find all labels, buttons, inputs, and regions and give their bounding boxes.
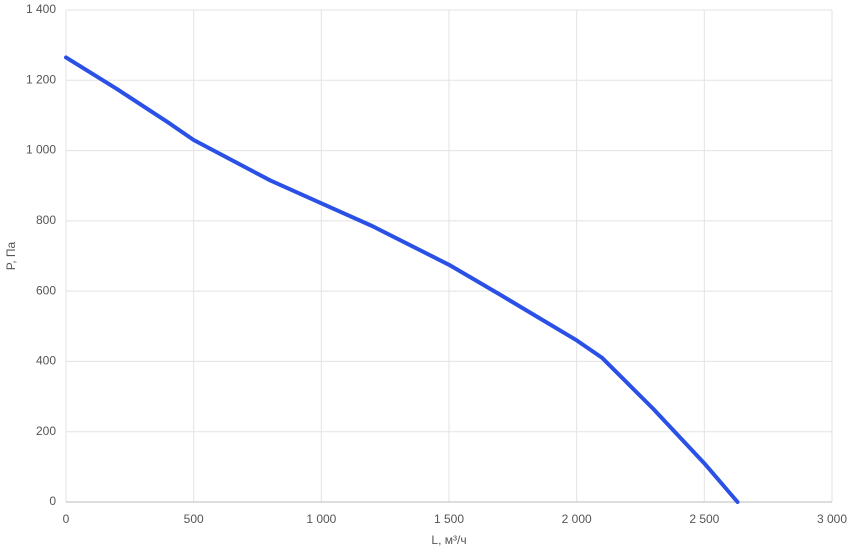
x-axis-title: L, м³/ч [431, 533, 466, 547]
y-tick-label: 1 200 [26, 72, 56, 86]
y-tick-label: 1 000 [26, 143, 56, 157]
y-tick-label: 200 [36, 424, 56, 438]
x-tick-label: 1 000 [306, 512, 336, 526]
y-tick-label: 800 [36, 213, 56, 227]
x-tick-label: 3 000 [817, 512, 847, 526]
y-tick-label: 0 [49, 494, 56, 508]
x-tick-label: 2 500 [689, 512, 719, 526]
y-tick-label: 600 [36, 283, 56, 297]
y-tick-label: 1 400 [26, 2, 56, 16]
x-tick-label: 500 [184, 512, 204, 526]
y-tick-label: 400 [36, 354, 56, 368]
x-tick-label: 1 500 [434, 512, 464, 526]
x-tick-label: 0 [63, 512, 70, 526]
y-axis-title: P, Па [4, 241, 18, 270]
data-line [64, 55, 740, 504]
x-tick-label: 2 000 [562, 512, 592, 526]
